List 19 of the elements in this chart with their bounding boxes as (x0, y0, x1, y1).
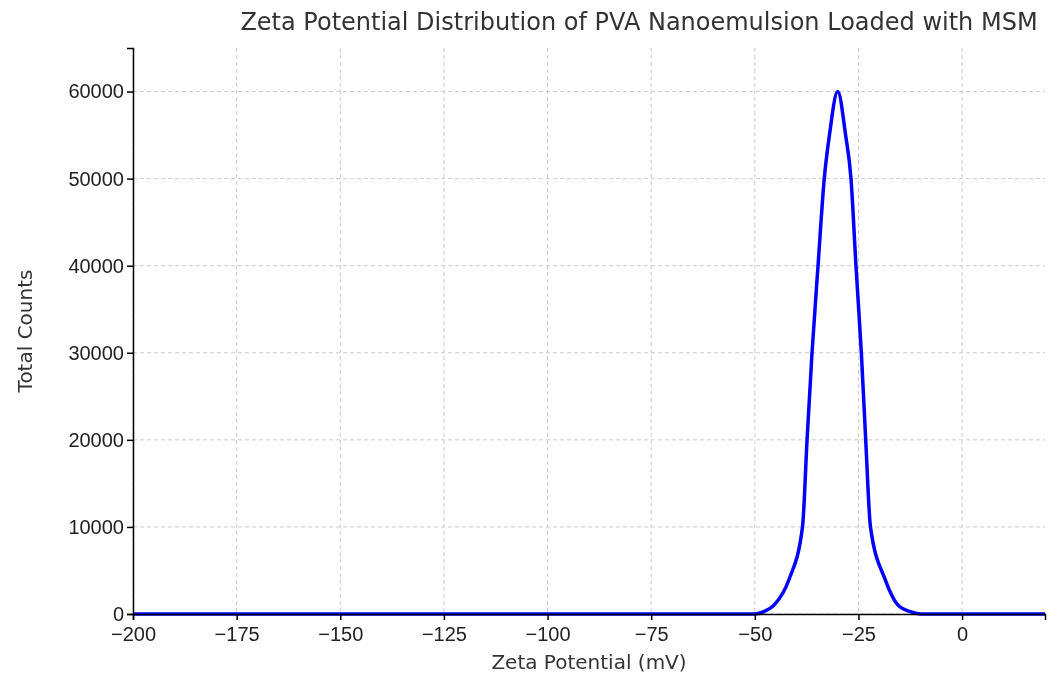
y-tick-label: 50000 (68, 167, 124, 190)
chart-title: Zeta Potential Distribution of PVA Nanoemulsion Loaded with MSM (240, 8, 1038, 36)
y-tick-label: 0 (112, 602, 124, 625)
y-tick-label: 20000 (68, 428, 124, 451)
y-axis-title: Total Counts (13, 269, 37, 394)
x-tick-label: 0 (957, 623, 969, 645)
y-tick-label: 10000 (68, 515, 124, 538)
x-axis-title: Zeta Potential (mV) (491, 650, 687, 674)
x-tick-label: −50 (738, 623, 773, 645)
x-tick-label: −150 (318, 623, 364, 645)
x-tick-label: −100 (525, 623, 571, 645)
y-tick-label: 60000 (68, 80, 124, 103)
x-tick-label: −175 (214, 623, 260, 645)
x-tick-label: −75 (634, 623, 669, 645)
x-tick-label: −125 (421, 623, 467, 645)
x-tick-label: −25 (841, 623, 876, 645)
y-tick-label: 40000 (68, 254, 124, 277)
x-tick-label: −200 (110, 623, 157, 645)
y-tick-label: 30000 (68, 341, 124, 364)
